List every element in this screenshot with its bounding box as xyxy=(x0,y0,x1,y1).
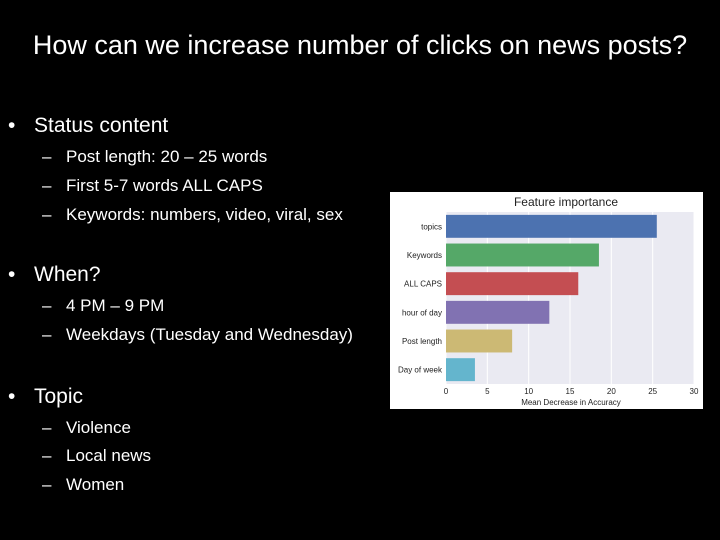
dash-mark: – xyxy=(42,418,52,437)
sub-bullet: –4 PM – 9 PM xyxy=(42,296,164,316)
dash-mark: – xyxy=(42,147,52,166)
dash-mark: – xyxy=(42,205,52,224)
category-label: Day of week xyxy=(398,366,443,375)
sub-bullet-text: Women xyxy=(66,475,125,494)
sub-bullet-text: 4 PM – 9 PM xyxy=(66,296,165,315)
bullet-topic: • Topic xyxy=(8,385,83,409)
x-tick-label: 5 xyxy=(485,387,490,396)
category-label: topics xyxy=(421,222,442,231)
sub-bullet: – First 5-7 words ALL CAPS xyxy=(42,176,263,196)
bullet-heading: Status content xyxy=(34,114,169,137)
sub-bullet-text: Weekdays (Tuesday and Wednesday) xyxy=(66,325,353,344)
chart-svg: Feature importance topics Keywords ALL CAP… xyxy=(398,195,699,407)
bullet-dot: • xyxy=(8,385,16,408)
sub-bullet-text: First 5-7 words ALL CAPS xyxy=(66,176,263,195)
category-labels: topics Keywords ALL CAPS hour of day Post le… xyxy=(398,222,443,374)
dash-mark: – xyxy=(42,446,52,465)
x-tick-label: 0 xyxy=(444,387,449,396)
sub-bullet: – Keywords: numbers, video, viral, sex xyxy=(42,205,343,225)
bar-all-caps xyxy=(446,272,579,296)
x-tick-label: 20 xyxy=(607,387,616,396)
bullet-heading: When? xyxy=(34,263,101,286)
grid-lines xyxy=(445,212,695,384)
bar-post-length xyxy=(446,329,513,353)
x-tick-label: 10 xyxy=(524,387,533,396)
sub-bullet-text: Local news xyxy=(66,446,152,465)
dash-mark: – xyxy=(42,176,52,195)
feature-importance-chart: Feature importance topics Keywords ALL CAP… xyxy=(390,192,703,409)
bar-keywords xyxy=(446,243,599,267)
sub-bullet-text: Keywords: numbers, video, viral, sex xyxy=(66,205,343,224)
x-tick-label: 15 xyxy=(566,387,575,396)
sub-bullet: – Violence xyxy=(42,418,131,438)
bullet-dot: • xyxy=(8,263,16,286)
sub-bullet: – Post length: 20 – 25 words xyxy=(42,147,267,167)
bullet-status-content: • Status content xyxy=(8,114,168,138)
dash-mark: – xyxy=(42,296,52,315)
category-label: Keywords xyxy=(407,251,442,260)
category-label: ALL CAPS xyxy=(404,280,442,289)
x-tick-label: 25 xyxy=(648,387,657,396)
dash-mark: – xyxy=(42,325,52,344)
sub-bullet: – Women xyxy=(42,475,124,495)
sub-bullet: – Weekdays (Tuesday and Wednesday) xyxy=(42,325,353,345)
bullet-heading: Topic xyxy=(34,385,84,408)
bar-day-of-week xyxy=(446,358,475,382)
sub-bullet-text: Violence xyxy=(66,418,131,437)
category-label: hour of day xyxy=(402,308,442,317)
bullet-when: • When? xyxy=(8,263,101,287)
category-label: Post length xyxy=(402,337,442,346)
slide-title: How can we increase number of clicks on … xyxy=(32,30,688,60)
x-tick-labels: 0 5 10 15 20 25 30 xyxy=(444,387,699,396)
x-axis-label: Mean Decrease in Accuracy xyxy=(521,398,621,407)
bar-hour-of-day xyxy=(446,300,550,324)
dash-mark: – xyxy=(42,475,52,494)
sub-bullet: – Local news xyxy=(42,446,151,466)
sub-bullet-text: Post length: 20 – 25 words xyxy=(66,147,268,166)
x-tick-label: 30 xyxy=(690,387,699,396)
bullet-dot: • xyxy=(8,114,16,137)
bar-topics xyxy=(446,214,657,238)
bars xyxy=(446,214,657,382)
chart-title: Feature importance xyxy=(514,195,618,209)
